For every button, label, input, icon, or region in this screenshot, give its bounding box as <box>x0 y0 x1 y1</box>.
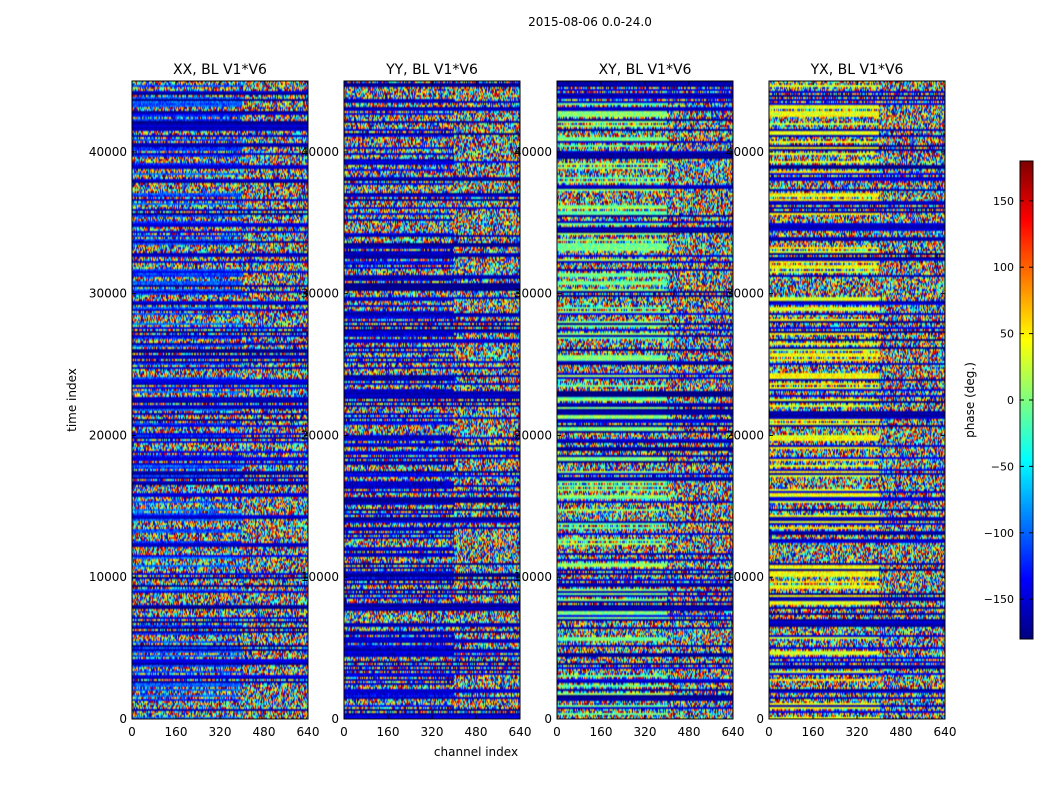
colorbar: −150 −100 −50 0 50 100 150 phase (deg.) <box>963 160 1034 640</box>
x-tick-label: 640 <box>934 725 957 739</box>
x-tick-label: 0 <box>765 725 773 739</box>
panels-group: XX, BL V1*V6 0 160 320 480 640 0 10000 20000 3000… <box>89 62 957 739</box>
x-axis-label: channel index <box>434 745 518 759</box>
panel-heatmap <box>344 81 520 719</box>
panel-title: XY, BL V1*V6 <box>599 62 692 78</box>
panel-3: XY, BL V1*V6 0 160 320 480 640 0 10000 20000 3000… <box>514 62 745 739</box>
y-tick-label: 20000 <box>726 428 764 442</box>
x-tick-label: 160 <box>377 725 400 739</box>
x-tick-label: 0 <box>340 725 348 739</box>
x-tick-label: 480 <box>678 725 701 739</box>
x-tick-label: 160 <box>802 725 825 739</box>
panel-heatmap <box>132 81 308 719</box>
x-tick-label: 640 <box>509 725 532 739</box>
y-tick-label: 0 <box>544 712 552 726</box>
colorbar-tick-label: 0 <box>1007 394 1014 407</box>
x-tick-label: 480 <box>253 725 276 739</box>
x-tick-label: 640 <box>297 725 320 739</box>
y-tick-label: 10000 <box>89 570 127 584</box>
x-tick-label: 640 <box>722 725 745 739</box>
y-tick-label: 10000 <box>726 570 764 584</box>
y-tick-label: 30000 <box>301 287 339 301</box>
panel-1: XX, BL V1*V6 0 160 320 480 640 0 10000 20000 3000… <box>89 62 320 739</box>
colorbar-label: phase (deg.) <box>963 362 977 438</box>
y-tick-label: 0 <box>119 712 127 726</box>
colorbar-tick-label: −50 <box>991 460 1014 473</box>
y-tick-label: 40000 <box>726 145 764 159</box>
colorbar-tick-label: −100 <box>984 527 1014 540</box>
x-tick-label: 320 <box>209 725 232 739</box>
panel-heatmap <box>769 81 945 719</box>
panel-title: YX, BL V1*V6 <box>810 62 904 78</box>
y-tick-label: 20000 <box>514 428 552 442</box>
y-tick-label: 30000 <box>89 287 127 301</box>
y-tick-label: 10000 <box>301 570 339 584</box>
x-tick-label: 320 <box>846 725 869 739</box>
x-tick-label: 0 <box>553 725 561 739</box>
colorbar-tick-label: 150 <box>993 195 1014 208</box>
x-tick-label: 320 <box>634 725 657 739</box>
y-tick-label: 40000 <box>89 145 127 159</box>
y-tick-label: 20000 <box>301 428 339 442</box>
x-tick-label: 320 <box>421 725 444 739</box>
y-tick-label: 0 <box>331 712 339 726</box>
x-tick-label: 480 <box>465 725 488 739</box>
colorbar-tick-label: 50 <box>1000 328 1014 341</box>
x-tick-label: 0 <box>128 725 136 739</box>
y-tick-label: 20000 <box>89 428 127 442</box>
y-tick-label: 0 <box>756 712 764 726</box>
x-tick-label: 160 <box>165 725 188 739</box>
colorbar-gradient <box>1020 161 1033 639</box>
panel-title: XX, BL V1*V6 <box>173 62 267 78</box>
panel-2: YY, BL V1*V6 0 160 320 480 640 0 10000 20000 3000… <box>301 62 532 739</box>
x-tick-label: 480 <box>890 725 913 739</box>
panel-4: YX, BL V1*V6 0 160 320 480 640 0 10000 20000 3000… <box>726 62 957 739</box>
y-tick-label: 30000 <box>726 287 764 301</box>
panel-title: YY, BL V1*V6 <box>385 62 478 78</box>
y-tick-label: 30000 <box>514 287 552 301</box>
panel-heatmap <box>557 81 733 719</box>
y-tick-label: 40000 <box>514 145 552 159</box>
y-tick-label: 40000 <box>301 145 339 159</box>
colorbar-tick-label: 100 <box>993 261 1014 274</box>
colorbar-tick-label: −150 <box>984 593 1014 606</box>
y-axis-label: time index <box>65 368 79 432</box>
y-tick-label: 10000 <box>514 570 552 584</box>
x-tick-label: 160 <box>590 725 613 739</box>
figure-title: 2015-08-06 0.0-24.0 <box>528 15 652 29</box>
